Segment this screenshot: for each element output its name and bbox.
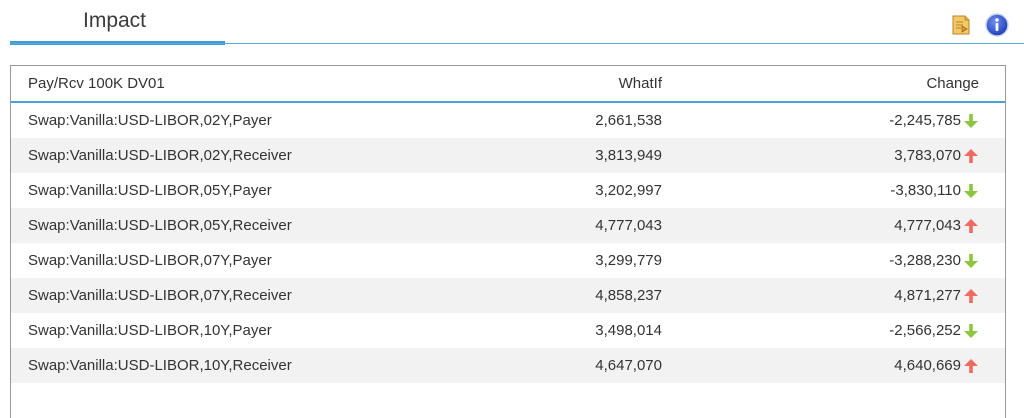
header-bar: Impact — [0, 0, 1024, 46]
column-header-whatif[interactable]: WhatIf — [618, 75, 662, 92]
cell-instrument: Swap:Vanilla:USD-LIBOR,10Y,Payer — [28, 322, 272, 339]
table-row[interactable]: Swap:Vanilla:USD-LIBOR,02Y,Receiver 3,813… — [11, 138, 1005, 173]
info-icon[interactable] — [985, 13, 1009, 37]
cell-whatif: 3,813,949 — [595, 147, 662, 164]
table-row[interactable]: Swap:Vanilla:USD-LIBOR,05Y,Receiver 4,777… — [11, 208, 1005, 243]
cell-instrument: Swap:Vanilla:USD-LIBOR,07Y,Payer — [28, 252, 272, 269]
impact-table: Pay/Rcv 100K DV01 WhatIf Change Swap:Van… — [10, 65, 1006, 418]
export-icon[interactable] — [949, 13, 973, 37]
arrow-down-icon — [963, 183, 979, 199]
cell-whatif: 3,299,779 — [595, 252, 662, 269]
cell-change: 4,777,043 — [894, 217, 961, 234]
cell-instrument: Swap:Vanilla:USD-LIBOR,10Y,Receiver — [28, 357, 292, 374]
table-row[interactable]: Swap:Vanilla:USD-LIBOR,10Y,Receiver 4,647… — [11, 348, 1005, 383]
cell-change: -3,830,110 — [890, 182, 961, 199]
cell-instrument: Swap:Vanilla:USD-LIBOR,07Y,Receiver — [28, 287, 292, 304]
tab-impact-label: Impact — [83, 9, 147, 32]
cell-instrument: Swap:Vanilla:USD-LIBOR,05Y,Receiver — [28, 217, 292, 234]
table-header: Pay/Rcv 100K DV01 WhatIf Change — [11, 66, 1005, 103]
column-header-name[interactable]: Pay/Rcv 100K DV01 — [28, 75, 165, 92]
table-row[interactable]: Swap:Vanilla:USD-LIBOR,02Y,Payer 2,661,53… — [11, 103, 1005, 138]
arrow-down-icon — [963, 323, 979, 339]
cell-change: 3,783,070 — [894, 147, 961, 164]
table-body: Swap:Vanilla:USD-LIBOR,02Y,Payer 2,661,53… — [11, 103, 1005, 383]
cell-whatif: 4,777,043 — [595, 217, 662, 234]
cell-instrument: Swap:Vanilla:USD-LIBOR,02Y,Receiver — [28, 147, 292, 164]
cell-change: -2,245,785 — [889, 112, 961, 129]
cell-change: 4,640,669 — [894, 357, 961, 374]
table-row[interactable]: Swap:Vanilla:USD-LIBOR,10Y,Payer 3,498,01… — [11, 313, 1005, 348]
cell-instrument: Swap:Vanilla:USD-LIBOR,05Y,Payer — [28, 182, 272, 199]
column-header-change[interactable]: Change — [926, 75, 979, 92]
table-row[interactable]: Swap:Vanilla:USD-LIBOR,05Y,Payer 3,202,99… — [11, 173, 1005, 208]
cell-whatif: 3,202,997 — [595, 182, 662, 199]
table-row[interactable]: Swap:Vanilla:USD-LIBOR,07Y,Receiver 4,858… — [11, 278, 1005, 313]
cell-change: -3,288,230 — [889, 252, 961, 269]
header-divider — [10, 43, 1024, 44]
arrow-up-icon — [963, 358, 979, 374]
cell-whatif: 4,858,237 — [595, 287, 662, 304]
cell-whatif: 3,498,014 — [595, 322, 662, 339]
arrow-up-icon — [963, 148, 979, 164]
cell-change: -2,566,252 — [889, 322, 961, 339]
cell-whatif: 2,661,538 — [595, 112, 662, 129]
arrow-down-icon — [963, 113, 979, 129]
tab-impact[interactable]: Impact — [10, 0, 225, 46]
arrow-down-icon — [963, 253, 979, 269]
arrow-up-icon — [963, 288, 979, 304]
cell-whatif: 4,647,070 — [595, 357, 662, 374]
cell-instrument: Swap:Vanilla:USD-LIBOR,02Y,Payer — [28, 112, 272, 129]
table-row[interactable]: Swap:Vanilla:USD-LIBOR,07Y,Payer 3,299,77… — [11, 243, 1005, 278]
cell-change: 4,871,277 — [894, 287, 961, 304]
arrow-up-icon — [963, 218, 979, 234]
